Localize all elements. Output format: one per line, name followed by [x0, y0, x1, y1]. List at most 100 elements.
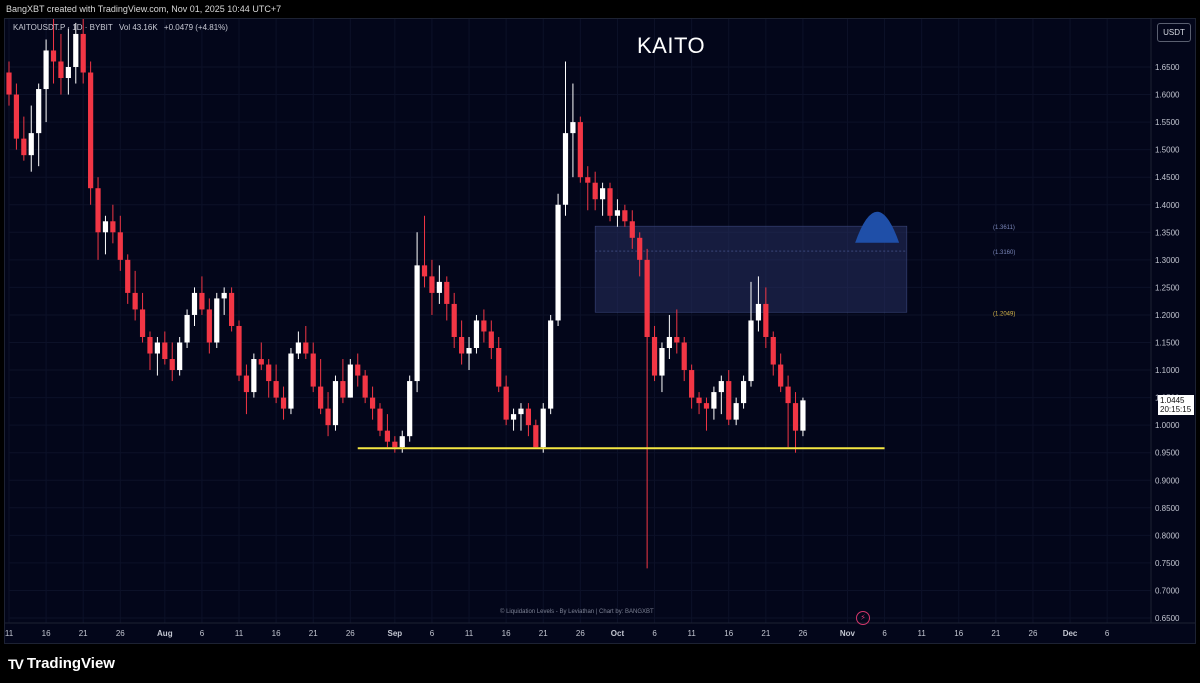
- price-chart[interactable]: (1.3611) (1.3160) (1.2049) 1.6500 1.6000 1.55…: [5, 19, 1195, 643]
- candle-body: [711, 392, 717, 409]
- candle-body: [88, 72, 94, 189]
- candle-body: [169, 359, 175, 371]
- candle-body: [703, 403, 710, 409]
- price-tick-label: 1.6000: [1155, 91, 1180, 100]
- chart-title: KAITO: [637, 33, 706, 58]
- time-tick-label: 11: [235, 629, 244, 638]
- candle-body: [303, 342, 309, 354]
- time-tick-label: 11: [918, 629, 927, 638]
- candle-body: [607, 188, 613, 216]
- candle-body: [73, 33, 79, 67]
- time-tick-label: 16: [954, 629, 963, 638]
- candle-body: [154, 342, 160, 354]
- time-tick-label: 21: [539, 629, 548, 638]
- time-tick-label: 26: [116, 629, 125, 638]
- symbol-legend[interactable]: KAITOUSDT.P · 1D · BYBIT Vol 43.16K +0.0…: [13, 23, 232, 32]
- current-price-value: 1.0445: [1160, 396, 1185, 405]
- candle-body: [110, 221, 116, 233]
- candle-body: [340, 381, 346, 398]
- candle-body: [681, 342, 687, 371]
- candle-body: [139, 309, 146, 337]
- candle-body: [600, 188, 606, 200]
- time-tick-label: 6: [1105, 629, 1110, 638]
- candle-body: [266, 364, 272, 382]
- tradingview-logo[interactable]: TV TradingView: [8, 655, 115, 672]
- candle-body: [13, 94, 20, 139]
- time-tick-label: 6: [430, 629, 435, 638]
- candle-body: [6, 72, 12, 95]
- price-tick-label: 1.6500: [1155, 63, 1180, 72]
- symbol-label[interactable]: KAITOUSDT.P · 1D · BYBIT: [13, 23, 113, 32]
- price-tick-label: 1.4000: [1155, 201, 1180, 210]
- currency-button[interactable]: USDT: [1157, 23, 1191, 42]
- time-tick-label: 16: [272, 629, 281, 638]
- candle-body: [332, 381, 339, 426]
- candle-body: [28, 133, 34, 156]
- candle-body: [562, 133, 569, 205]
- candle-body: [236, 325, 242, 376]
- candle-body: [117, 232, 123, 260]
- price-tick-label: 1.2000: [1155, 311, 1180, 320]
- price-tick-label: 0.8000: [1155, 531, 1180, 540]
- candle-body: [459, 336, 465, 354]
- candle-body: [221, 292, 227, 299]
- candle-body: [184, 314, 190, 343]
- candle-body: [355, 364, 361, 376]
- candle-body: [755, 303, 762, 321]
- candle-body: [666, 336, 672, 349]
- candle-body: [280, 397, 287, 409]
- zone-price-label: (1.3611): [993, 225, 1015, 231]
- countdown-timer: 20:15:15: [1160, 405, 1192, 414]
- price-tick-label: 1.5500: [1155, 118, 1180, 127]
- plot-background: [5, 19, 1195, 643]
- time-tick-label: Sep: [388, 629, 403, 638]
- flash-icon[interactable]: ⚡: [856, 611, 870, 625]
- time-tick-label: Dec: [1063, 629, 1078, 638]
- zone-price-label: (1.3160): [993, 250, 1015, 256]
- candle-body: [689, 370, 695, 398]
- candle-body: [407, 381, 413, 437]
- candle-body: [651, 336, 658, 376]
- candle-body: [473, 320, 480, 349]
- candle-body: [503, 386, 509, 420]
- candle-body: [288, 353, 294, 409]
- candle-body: [162, 342, 168, 360]
- candle-body: [65, 67, 71, 79]
- candle-body: [21, 138, 27, 156]
- candle-body: [577, 122, 583, 178]
- candle-body: [199, 292, 205, 310]
- price-tick-label: 1.1500: [1155, 339, 1180, 348]
- chart-panel[interactable]: (1.3611) (1.3160) (1.2049) 1.6500 1.6000 1.55…: [4, 18, 1196, 644]
- time-tick-label: 6: [200, 629, 205, 638]
- candle-body: [540, 408, 546, 448]
- candle-body: [102, 221, 109, 233]
- candle-body: [132, 292, 138, 310]
- price-tick-label: 0.7000: [1155, 586, 1180, 595]
- candle-body: [733, 403, 739, 420]
- time-tick-label: Oct: [611, 629, 625, 638]
- candle-body: [637, 237, 643, 260]
- time-tick-label: 26: [576, 629, 585, 638]
- candle-body: [748, 320, 754, 382]
- candle-body: [295, 342, 301, 354]
- candle-body: [325, 408, 331, 426]
- candle-body: [414, 265, 420, 382]
- price-tick-label: 1.5000: [1155, 146, 1180, 155]
- candle-body: [555, 204, 561, 321]
- change-label: +0.0479 (+4.81%): [163, 23, 228, 32]
- candle-body: [592, 182, 598, 200]
- time-tick-label: 21: [761, 629, 770, 638]
- header-caption: BangXBT created with TradingView.com, No…: [6, 4, 282, 14]
- price-tick-label: 1.3000: [1155, 256, 1180, 265]
- time-tick-label: Nov: [840, 629, 856, 638]
- time-tick-label: 26: [798, 629, 807, 638]
- candle-body: [377, 408, 383, 431]
- candle-body: [50, 50, 57, 62]
- candle-body: [177, 342, 183, 371]
- candle-body: [496, 348, 502, 387]
- candle-body: [243, 375, 250, 393]
- candle-body: [229, 292, 235, 326]
- candle-body: [369, 397, 376, 409]
- candle-body: [770, 336, 776, 365]
